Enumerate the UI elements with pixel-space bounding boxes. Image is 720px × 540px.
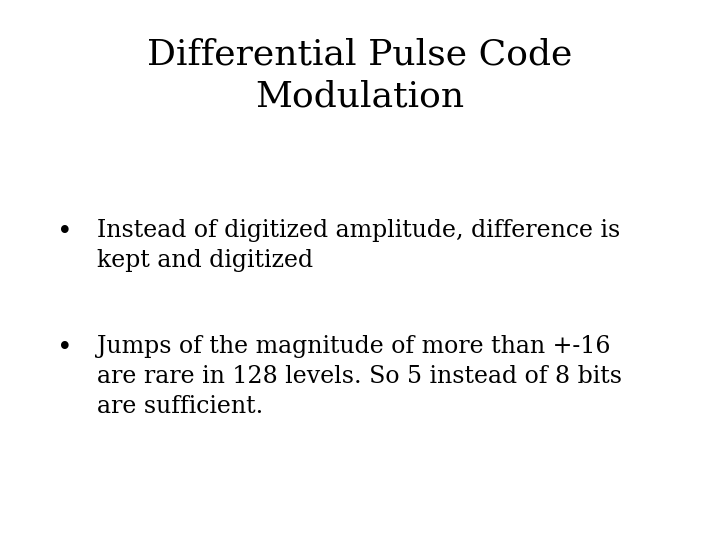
Text: •: • [57,335,73,360]
Text: Instead of digitized amplitude, difference is
kept and digitized: Instead of digitized amplitude, differen… [97,219,621,272]
Text: •: • [57,219,73,244]
Text: Differential Pulse Code
Modulation: Differential Pulse Code Modulation [148,38,572,114]
Text: Jumps of the magnitude of more than +-16
are rare in 128 levels. So 5 instead of: Jumps of the magnitude of more than +-16… [97,335,622,418]
